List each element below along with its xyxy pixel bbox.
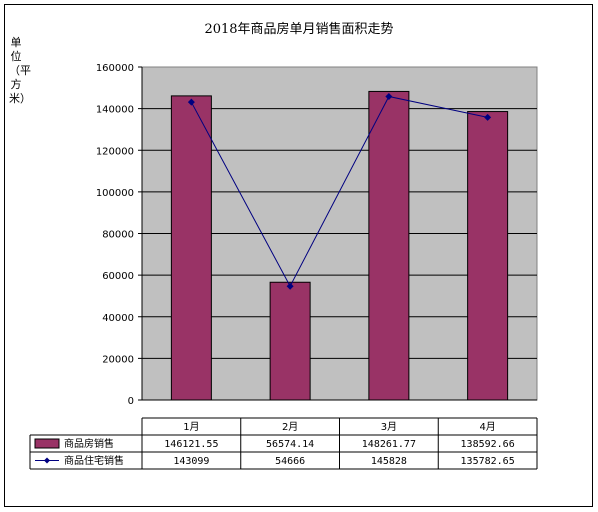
y-tick-label: 100000 xyxy=(96,188,134,199)
x-tick-label: 3月 xyxy=(381,421,397,433)
table-cell-value: 56574.14 xyxy=(266,439,314,450)
line-point xyxy=(286,282,294,290)
table-cell-value: 143099 xyxy=(173,456,209,467)
table-cell-value: 54666 xyxy=(275,456,305,467)
table-cell-value: 145828 xyxy=(371,456,407,467)
x-tick-label: 4月 xyxy=(479,421,495,433)
y-tick-label: 60000 xyxy=(102,271,134,282)
y-tick-label: 0 xyxy=(128,396,134,407)
bar xyxy=(170,95,212,401)
chart-title: 2018年商品房单月销售面积走势 xyxy=(204,22,394,37)
table-cell-value: 138592.66 xyxy=(461,439,515,450)
legend-key-bar xyxy=(34,438,60,449)
table-cell-value: 146121.55 xyxy=(164,439,218,450)
table-cell-value: 135782.65 xyxy=(461,456,515,467)
plot-area: 0 20000 40000 60000 80000 100000 120000 140000 1… xyxy=(96,63,538,407)
line-point xyxy=(187,98,195,106)
y-tick-label: 40000 xyxy=(102,313,134,324)
x-tick-label: 2月 xyxy=(282,421,298,433)
line-point xyxy=(385,92,393,100)
y-tick-label: 80000 xyxy=(102,230,134,241)
bar xyxy=(368,90,410,401)
y-tick-label: 20000 xyxy=(102,354,134,365)
table-cell-value: 148261.77 xyxy=(362,439,416,450)
y-tick-label: 140000 xyxy=(96,105,134,116)
legend-label: 商品住宅销售 xyxy=(64,454,124,467)
x-tick-label: 1月 xyxy=(183,421,199,433)
y-tick-label: 160000 xyxy=(96,63,134,74)
y-tick-label: 120000 xyxy=(96,146,134,157)
bar xyxy=(269,281,311,401)
bar xyxy=(467,111,509,401)
legend-label: 商品房销售 xyxy=(64,437,114,450)
series-line xyxy=(190,95,488,288)
line-point xyxy=(484,113,492,121)
legend-key-marker xyxy=(44,457,50,464)
